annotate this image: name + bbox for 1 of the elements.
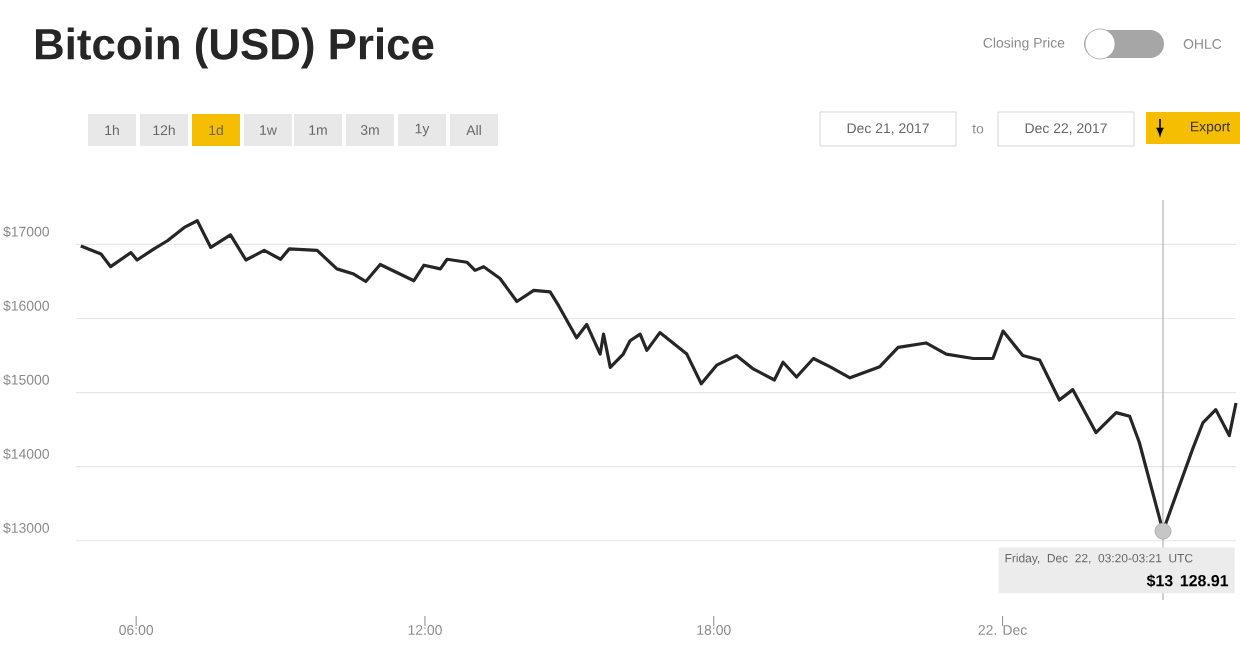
chart-title: Bitcoin (USD) Price	[35, 27, 434, 69]
